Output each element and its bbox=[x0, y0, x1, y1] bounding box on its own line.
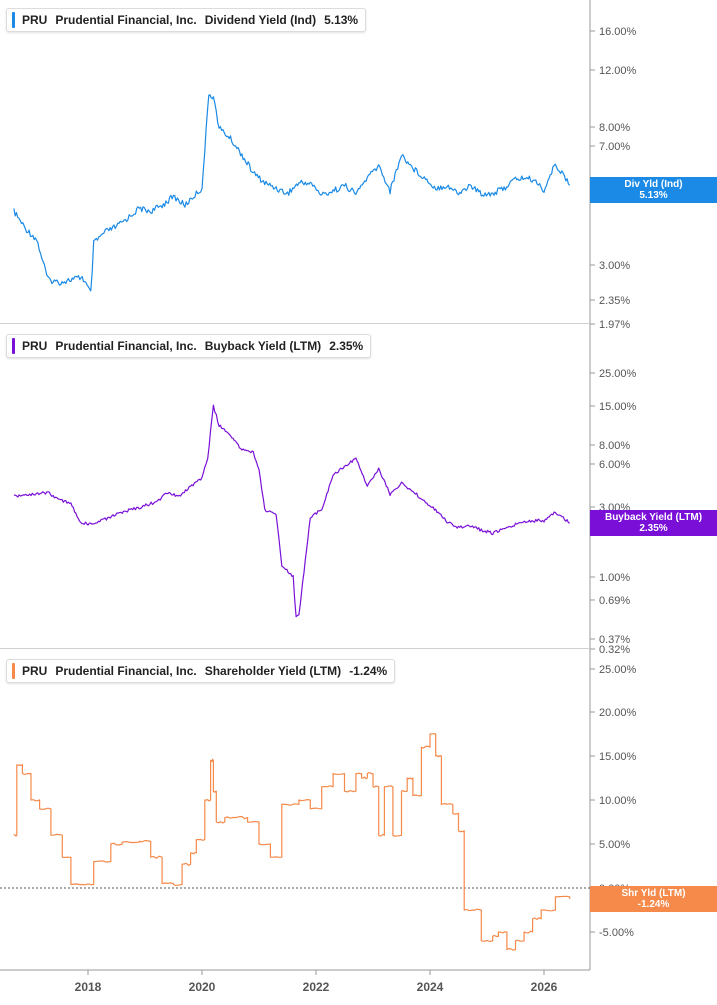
y-tick-label: 3.00% bbox=[599, 260, 630, 272]
legend-metric: Buyback Yield (LTM) bbox=[204, 339, 322, 353]
y-tick-label: 15.00% bbox=[599, 751, 637, 763]
y-tick-label: 8.00% bbox=[599, 122, 630, 134]
legend-company: Prudential Financial, Inc. bbox=[55, 13, 197, 27]
legend-ticker: PRU bbox=[22, 664, 48, 678]
tag-value: -1.24% bbox=[637, 899, 670, 910]
y-tick-label: 8.00% bbox=[599, 440, 630, 452]
y-tick-label: 1.97% bbox=[599, 319, 630, 331]
legend-ticker: PRU bbox=[22, 13, 48, 27]
y-tick-label: 16.00% bbox=[599, 26, 637, 38]
buyback-swatch bbox=[12, 338, 15, 354]
y-tick-label: 5.00% bbox=[599, 839, 630, 851]
legend-value: 5.13% bbox=[324, 13, 359, 27]
shareholder-swatch bbox=[12, 663, 15, 679]
y-tick-label: 12.00% bbox=[599, 65, 637, 77]
tag-label: Buyback Yield (LTM) bbox=[604, 512, 703, 523]
legend-value: 2.35% bbox=[329, 339, 364, 353]
y-tick-label: 25.00% bbox=[599, 368, 637, 380]
y-tick-label: 0.69% bbox=[599, 595, 630, 607]
x-tick-label: 2026 bbox=[531, 980, 558, 994]
legend-company: Prudential Financial, Inc. bbox=[55, 339, 197, 353]
series-line-shareholder bbox=[13, 733, 571, 951]
legend-company: Prudential Financial, Inc. bbox=[55, 664, 197, 678]
y-tick-label: 0.37% bbox=[599, 634, 630, 646]
tag-value: 5.13% bbox=[639, 190, 668, 201]
tick-labels: 16.00%12.00%8.00%7.00%5.0%3.00%2.35%1.97… bbox=[75, 26, 637, 994]
y-tick-label: 20.00% bbox=[599, 707, 637, 719]
x-tick-label: 2022 bbox=[303, 980, 330, 994]
dividend-legend[interactable]: PRU Prudential Financial, Inc. Dividend … bbox=[6, 8, 367, 32]
y-tick-label: 2.35% bbox=[599, 295, 630, 307]
y-tick-label: 1.00% bbox=[599, 572, 630, 584]
buyback-legend[interactable]: PRU Prudential Financial, Inc. Buyback Y… bbox=[6, 334, 372, 358]
legend-metric: Shareholder Yield (LTM) bbox=[204, 664, 342, 678]
x-tick-label: 2020 bbox=[189, 980, 216, 994]
legend-ticker: PRU bbox=[22, 339, 48, 353]
y-tick-label: 15.00% bbox=[599, 401, 637, 413]
y-tick-label: 7.00% bbox=[599, 141, 630, 153]
x-tick-label: 2024 bbox=[417, 980, 444, 994]
y-tick-label: 0.32% bbox=[599, 644, 630, 656]
y-tick-label: 10.00% bbox=[599, 795, 637, 807]
y-tick-label: 6.00% bbox=[599, 459, 630, 471]
series-line-buyback bbox=[13, 404, 570, 618]
dividend-swatch bbox=[12, 12, 15, 28]
legend-metric: Dividend Yield (Ind) bbox=[204, 13, 317, 27]
y-tick-label: 25.00% bbox=[599, 664, 637, 676]
x-tick-label: 2018 bbox=[75, 980, 102, 994]
axes-and-dividers bbox=[0, 0, 591, 971]
buyback-value-tag: Buyback Yield (LTM) 2.35% bbox=[590, 510, 717, 536]
y-tick-label: -5.00% bbox=[599, 927, 634, 939]
series-line-dividend bbox=[13, 94, 571, 292]
tag-value: 2.35% bbox=[639, 523, 668, 534]
tag-label: Div Yld (Ind) bbox=[624, 179, 683, 190]
legend-value: -1.24% bbox=[349, 664, 388, 678]
dividend-value-tag: Div Yld (Ind) 5.13% bbox=[590, 177, 717, 203]
tag-label: Shr Yld (LTM) bbox=[621, 888, 686, 899]
shareholder-value-tag: Shr Yld (LTM) -1.24% bbox=[590, 886, 717, 912]
series-lines bbox=[13, 94, 571, 951]
shareholder-legend[interactable]: PRU Prudential Financial, Inc. Sharehold… bbox=[6, 659, 396, 683]
